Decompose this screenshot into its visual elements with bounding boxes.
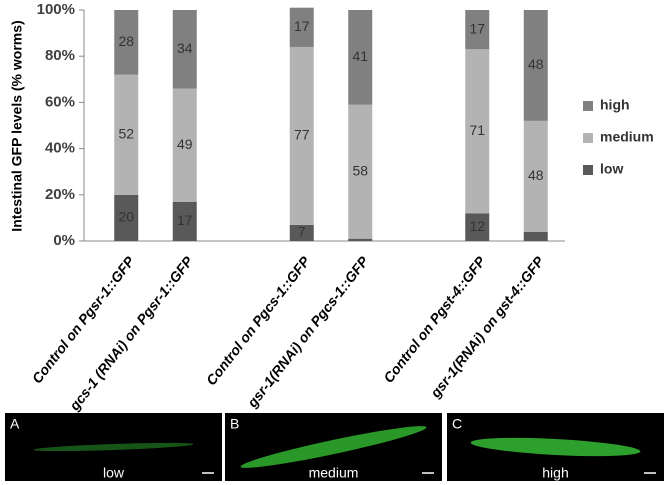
value-label: 17 bbox=[294, 18, 310, 34]
value-label: 28 bbox=[118, 33, 134, 49]
x-tick-label: Control on Pgsr-1::GFP bbox=[29, 253, 138, 387]
bar-segment bbox=[289, 7, 314, 47]
y-tick-label: 40% bbox=[45, 140, 75, 157]
value-label: 41 bbox=[352, 48, 368, 64]
value-label: 58 bbox=[352, 162, 368, 178]
bar-segment bbox=[289, 46, 314, 225]
panel-letter: B bbox=[230, 416, 239, 432]
legend-label: low bbox=[600, 161, 623, 177]
bar-segment bbox=[172, 88, 197, 202]
legend-swatch bbox=[583, 165, 593, 175]
y-tick-label: 20% bbox=[45, 186, 75, 203]
x-tick-label: gcs-1 (RNAi) on Pgsr-1::GFP bbox=[65, 253, 196, 414]
bar-segment bbox=[465, 213, 490, 241]
x-tick-label: Control on Pgst-4::GFP bbox=[380, 253, 489, 386]
value-label: 34 bbox=[177, 40, 193, 56]
y-tick-label: 80% bbox=[45, 47, 75, 64]
bar-segment bbox=[465, 49, 490, 214]
bar-segment bbox=[523, 231, 548, 241]
worm bbox=[33, 442, 194, 452]
y-tick-label: 60% bbox=[45, 93, 75, 110]
worm bbox=[470, 437, 641, 457]
bar-segment bbox=[172, 201, 197, 241]
panel-caption: medium bbox=[309, 465, 359, 481]
value-label: 48 bbox=[528, 56, 544, 72]
legend-label: high bbox=[600, 97, 630, 113]
value-label: 17 bbox=[469, 20, 485, 36]
legend-swatch bbox=[583, 101, 593, 111]
x-tick-label: Control on Pgcs-1::GFP bbox=[203, 253, 314, 388]
panel-caption: high bbox=[542, 465, 568, 481]
bar-segment bbox=[172, 10, 197, 89]
value-label: 12 bbox=[469, 218, 485, 234]
bar-segment bbox=[289, 224, 314, 241]
legend-label: medium bbox=[600, 129, 654, 145]
value-label: 49 bbox=[177, 136, 193, 152]
bar-segment bbox=[348, 104, 373, 239]
bar-segment bbox=[114, 10, 139, 75]
panel-letter: C bbox=[452, 416, 462, 432]
y-tick-label: 100% bbox=[37, 1, 75, 18]
value-label: 52 bbox=[118, 125, 134, 141]
y-tick-label: 0% bbox=[53, 232, 75, 249]
bar-segment bbox=[114, 194, 139, 241]
panel-letter: A bbox=[10, 416, 20, 432]
value-label: 20 bbox=[118, 209, 134, 225]
bar-segment bbox=[114, 74, 139, 195]
x-tick-label: gsr-1(RNAi) on gst-4::GFP bbox=[427, 253, 548, 401]
worm bbox=[240, 426, 427, 468]
bar-segment bbox=[465, 10, 490, 50]
legend-swatch bbox=[583, 133, 593, 143]
x-tick-label: gsr-1(RNAi) on Pgcs-1::GFP bbox=[243, 253, 372, 411]
value-label: 77 bbox=[294, 127, 310, 143]
bar-segment bbox=[523, 10, 548, 121]
bar-segment bbox=[523, 120, 548, 232]
value-label: 48 bbox=[528, 167, 544, 183]
value-label: 71 bbox=[469, 122, 485, 138]
bar-segment bbox=[348, 238, 373, 241]
bar-segment bbox=[348, 10, 373, 105]
panel-caption: low bbox=[103, 465, 125, 481]
value-label: 7 bbox=[298, 224, 306, 240]
value-label: 17 bbox=[177, 212, 193, 228]
y-axis-title: Intestinal GFP levels (% worms) bbox=[9, 20, 25, 231]
